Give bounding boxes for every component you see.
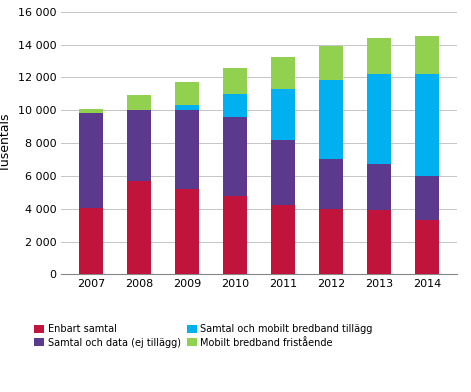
Bar — [79, 113, 103, 208]
Bar — [415, 74, 439, 176]
Bar — [175, 110, 199, 189]
Bar — [79, 208, 103, 274]
Bar — [367, 164, 391, 211]
Bar — [367, 38, 391, 74]
Bar — [415, 220, 439, 274]
Bar — [271, 205, 295, 274]
Bar — [319, 209, 343, 274]
Bar — [271, 89, 295, 140]
Bar — [319, 80, 343, 160]
Bar — [367, 74, 391, 164]
Bar — [223, 94, 247, 117]
Bar — [223, 196, 247, 274]
Bar — [127, 110, 151, 181]
Bar — [127, 181, 151, 274]
Bar — [367, 211, 391, 274]
Bar — [79, 109, 103, 113]
Bar — [415, 36, 439, 74]
Bar — [415, 176, 439, 220]
Bar — [319, 160, 343, 209]
Bar — [175, 82, 199, 105]
Bar — [175, 105, 199, 110]
Bar — [127, 96, 151, 110]
Legend: Enbart samtal, Samtal och data (ej tillägg), Samtal och mobilt bredband tillägg,: Enbart samtal, Samtal och data (ej tillä… — [34, 324, 373, 348]
Bar — [271, 57, 295, 89]
Bar — [223, 117, 247, 196]
Bar — [175, 189, 199, 274]
Bar — [319, 46, 343, 80]
Bar — [271, 140, 295, 205]
Bar — [223, 67, 247, 94]
Y-axis label: Tusentals: Tusentals — [0, 114, 12, 172]
